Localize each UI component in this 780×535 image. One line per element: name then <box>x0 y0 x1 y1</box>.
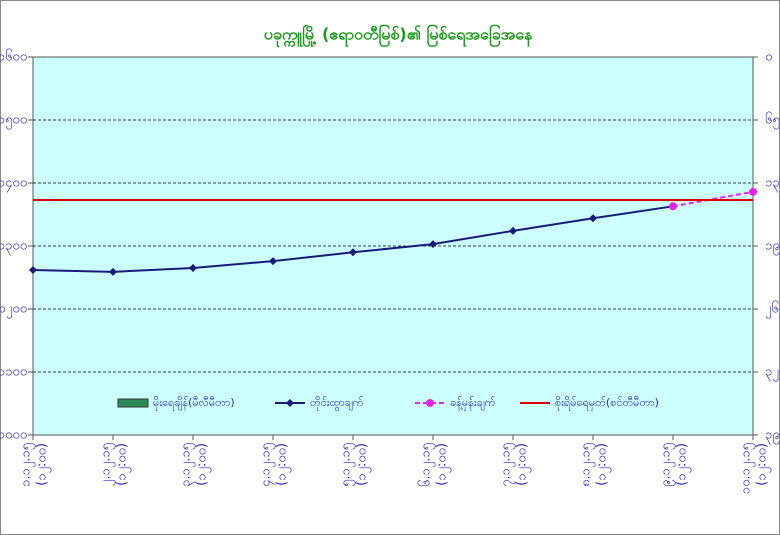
y2-tick-label: ၆၅ <box>765 112 780 130</box>
y-tick-label: ၁၀၀၀ <box>0 428 27 443</box>
marker <box>269 257 277 266</box>
x-tick-label: ၂.၁၂.၁၅ <box>99 443 116 486</box>
x-tick-time: (၁၂:၀၀) <box>35 443 52 486</box>
marker <box>349 248 357 257</box>
marker <box>669 202 677 211</box>
marker <box>589 214 597 223</box>
y-tick-label: ၁၁၀၀ <box>0 365 27 380</box>
x-tick-label: ၈.၁၂.၁၅ <box>579 443 596 487</box>
y2-tick-label: ၂၆၀ <box>765 301 780 319</box>
x-tick-label: ၉.၁၂.၁၅ <box>659 443 676 487</box>
y2-tick-label: ၃၂၅ <box>765 365 780 382</box>
x-tick-label: ၄.၁၂.၁၅ <box>259 443 276 487</box>
legend-label: ခန့်မှန်းချက် <box>450 396 496 411</box>
legend-marker <box>426 399 434 407</box>
y-tick-label: ၁၂၀၀ <box>0 302 27 319</box>
marker <box>29 265 37 274</box>
x-tick-label: ၁.၁၂.၁၅ <box>19 443 36 487</box>
y-tick-label: ၁၃၀၀ <box>0 239 27 256</box>
legend-marker <box>286 399 294 407</box>
y-tick-label: ၁၄၀၀ <box>0 176 27 193</box>
x-tick-label: ၆.၁၂.၁၅ <box>418 443 436 487</box>
y2-tick-label: ၃၉၀ <box>765 428 780 445</box>
x-tick-time: (၁၂:၀၀) <box>515 443 532 486</box>
x-tick-time: (၁၂:၀၀) <box>355 443 372 486</box>
marker <box>749 187 757 196</box>
x-tick-time: (၁၂:၀၀) <box>595 443 612 486</box>
y-tick-label: ၁၆၀၀ <box>0 49 27 65</box>
y-tick-label: ၁၅၀၀ <box>0 113 27 130</box>
x-tick-time: (၁၂:၀၀) <box>115 443 132 486</box>
x-tick-label: ၇.၁၂.၁၅ <box>499 443 516 487</box>
x-tick-time: (၁၂:၀၀) <box>195 443 212 486</box>
x-tick-label: ၃.၁၂.၁၅ <box>179 443 196 487</box>
x-tick-time: (၁၂:၀၀) <box>675 443 692 486</box>
marker <box>509 226 517 235</box>
x-tick-time: (၁၂:၀၀) <box>275 443 292 486</box>
y2-tick-label: ၁၃၀ <box>765 176 780 193</box>
x-tick-time: (၁၂:၀၀) <box>435 443 452 486</box>
x-tick-time: (၁၂:၀၀) <box>755 443 772 486</box>
legend-label: စိုးရိမ်ရေမှတ်(စင်တီမီတာ) <box>555 396 659 411</box>
y2-tick-label: ၁၉၅ <box>765 239 780 256</box>
legend-swatch <box>117 398 149 408</box>
legend-label: တိုင်းထွာချက် <box>310 396 364 411</box>
marker <box>109 267 117 276</box>
x-tick-label: ၅.၁၂.၁၅ <box>339 443 356 487</box>
x-tick-label: ၁၀.၁၂.၁၅ <box>739 443 756 494</box>
legend-label: မိုးရေချိန်(မီလီမီတာ) <box>153 396 235 411</box>
marker <box>429 240 437 249</box>
y2-tick-label: ၀ <box>765 50 772 65</box>
marker <box>189 264 197 273</box>
